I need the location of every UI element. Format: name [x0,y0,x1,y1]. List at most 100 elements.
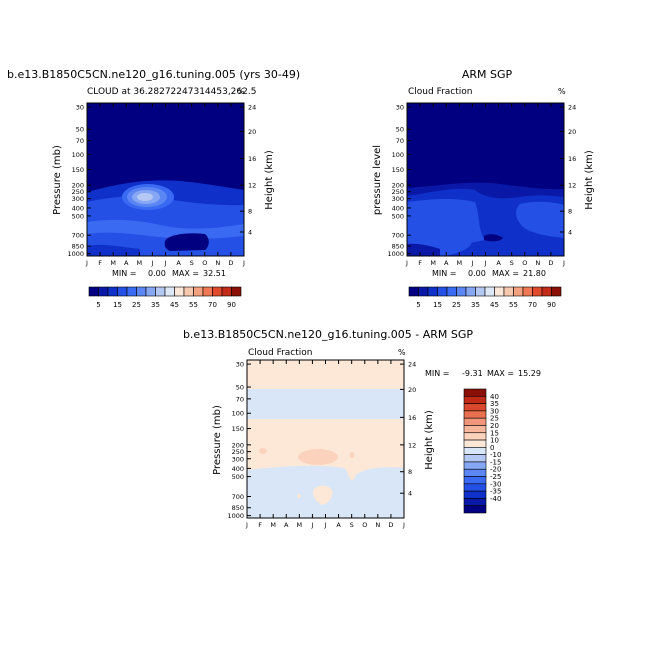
y-tick-label: 30 [396,103,404,111]
y2-tick-label: 16 [408,414,416,422]
colorbar-cell [155,286,166,297]
colorbar-label: 90 [547,301,556,309]
panel-obs-y2-ticks: 24 20 16 12 8 4 [560,103,576,236]
colorbar-cell [231,286,242,297]
colorbar-label: 15 [490,429,499,437]
panel-obs-ylabel: pressure level [372,145,383,215]
colorbar-label: 30 [490,407,499,415]
y-tick-label: 1000 [67,250,84,258]
panel-obs-field [407,103,564,256]
y-tick-label: 30 [76,103,84,111]
colorbar-label: 35 [471,301,480,309]
panel-obs-min-value: 0.00 [468,269,486,278]
colorbar-label: 25 [132,301,141,309]
x-tick-label: A [496,259,501,267]
colorbar-cell [463,461,487,470]
panel-obs-subtitle: Cloud Fraction [408,87,473,97]
colorbar-label: 25 [490,415,499,423]
colorbar-label: 25 [452,301,461,309]
colorbar-cell [427,286,438,297]
x-tick-label: O [202,259,207,267]
colorbar-cell [494,286,505,297]
colorbar-label: 55 [189,301,198,309]
panel-model-y2-ticks: 24 20 16 12 8 4 [240,103,256,236]
colorbar-label: -10 [490,451,501,459]
panel-model-subtitle: CLOUD at 36.28272247314453,262.5 [87,87,256,97]
y2-tick-label: 4 [248,228,252,236]
panel-model-min-value: 0.00 [148,269,166,278]
y-tick-label: 400 [392,204,404,212]
colorbar-cell [463,432,487,441]
y-tick-label: 250 [232,448,244,456]
colorbar-label: 0 [490,444,494,452]
x-tick-label: M [137,259,143,267]
colorbar-cell [98,286,109,297]
x-tick-label: J [405,259,408,267]
y-tick-label: 850 [392,243,404,251]
colorbar-label: 70 [528,301,537,309]
y-tick-label: 300 [392,195,404,203]
panel-model-corner-label: % [237,87,245,96]
colorbar-cell [463,483,487,492]
colorbar-cell [183,286,194,297]
colorbar-cell [513,286,524,297]
y-tick-label: 300 [232,455,244,463]
colorbar-label: -25 [490,473,501,481]
x-tick-label: A [336,521,341,529]
colorbar-cell [463,498,487,507]
colorbar-cell [463,505,487,514]
colorbar-cell [463,454,487,463]
y2-tick-label: 20 [568,128,576,136]
x-tick-label: S [190,259,194,267]
colorbar-cell [212,286,223,297]
colorbar-label: 90 [227,301,236,309]
panel-obs-corner-label: % [558,87,566,96]
panel-obs: ARM SGP Cloud Fraction % 305070100150200… [372,68,595,309]
panel-model-colorbar: 5 15 25 35 45 55 70 90 [88,286,242,309]
panel-obs-max-label: MAX = [492,269,519,278]
colorbar-cell [463,403,487,412]
x-tick-label: J [484,259,487,267]
y2-tick-label: 8 [248,208,252,216]
colorbar-label: 55 [509,301,518,309]
y-tick-label: 1000 [387,250,404,258]
colorbar-cell [164,286,175,297]
colorbar-cell [174,286,185,297]
colorbar-cell [463,439,487,448]
x-tick-label: N [535,259,540,267]
x-tick-label: S [350,521,354,529]
panel-diff: b.e13.B1850C5CN.ne120_g16.tuning.005 - A… [183,328,541,529]
y-tick-label: 500 [72,212,84,220]
y-tick-label: 700 [72,232,84,240]
panel-obs-title: ARM SGP [462,68,513,81]
y-tick-label: 850 [232,504,244,512]
colorbar-cell [463,425,487,434]
x-tick-label: A [124,259,129,267]
colorbar-cell [465,286,476,297]
y-tick-label: 70 [76,137,84,145]
x-tick-label: J [402,521,405,529]
colorbar-label: -30 [490,480,501,488]
colorbar-cell [408,286,419,297]
panel-model-max-label: MAX = [172,269,199,278]
y-tick-label: 70 [236,395,244,403]
x-tick-label: M [297,521,303,529]
panel-obs-min-label: MIN = [432,269,457,278]
y-tick-label: 200 [72,182,84,190]
y-tick-label: 850 [72,243,84,251]
colorbar-cell [202,286,213,297]
colorbar-label: -20 [490,466,501,474]
panel-model-min-label: MIN = [112,269,137,278]
colorbar-label: 5 [96,301,100,309]
x-tick-label: J [245,521,248,529]
panel-diff-field [247,360,404,518]
panel-model-max-value: 32.51 [203,269,226,278]
panel-diff-title: b.e13.B1850C5CN.ne120_g16.tuning.005 - A… [183,328,473,341]
x-tick-label: M [430,259,436,267]
x-tick-label: N [375,521,380,529]
y-tick-label: 70 [396,137,404,145]
colorbar-cell [541,286,552,297]
y-tick-label: 300 [72,195,84,203]
